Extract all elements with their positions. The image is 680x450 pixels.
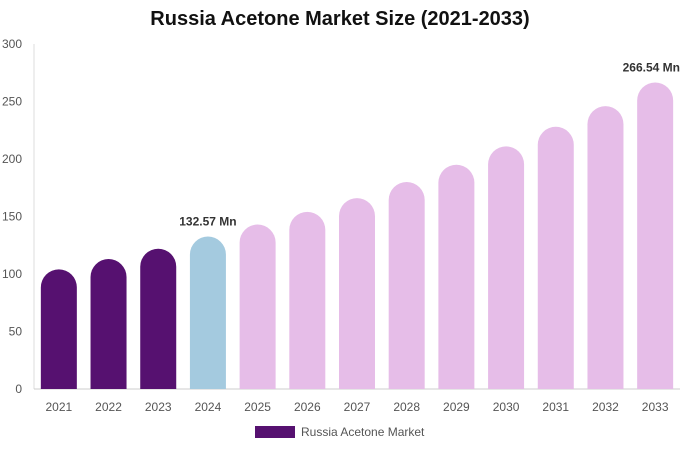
bar-2033 xyxy=(637,82,674,389)
bar-2026 xyxy=(289,211,326,389)
bar-2024 xyxy=(189,236,226,389)
bar-2030 xyxy=(488,146,525,389)
data-label-2024: 132.57 Mn xyxy=(179,215,236,229)
x-tick-label: 2021 xyxy=(45,400,72,414)
bar-2029 xyxy=(438,164,475,389)
legend-label: Russia Acetone Market xyxy=(301,425,425,439)
x-tick-label: 2030 xyxy=(493,400,520,414)
chart-title: Russia Acetone Market Size (2021-2033) xyxy=(150,8,530,30)
x-tick-label: 2024 xyxy=(195,400,222,414)
bar-2031 xyxy=(537,126,574,389)
bar-2023 xyxy=(140,248,177,389)
y-tick-label: 250 xyxy=(2,95,22,109)
y-tick-label: 150 xyxy=(2,210,22,224)
x-tick-label: 2029 xyxy=(443,400,470,414)
y-tick-label: 100 xyxy=(2,267,22,281)
legend[interactable]: Russia Acetone Market xyxy=(255,425,424,439)
bar-2027 xyxy=(339,198,375,389)
bar-chart: 0 50 100 150 200 250 300 2021 2022 2023 2024 2025 20… xyxy=(2,37,680,414)
x-tick-label: 2028 xyxy=(393,400,420,414)
x-tick-label: 2023 xyxy=(145,400,172,414)
y-tick-label: 50 xyxy=(9,325,23,339)
y-tick-label: 0 xyxy=(15,382,22,396)
x-tick-label: 2032 xyxy=(592,400,619,414)
x-tick-label: 2033 xyxy=(642,400,669,414)
bar-2028 xyxy=(388,182,425,389)
x-tick-label: 2026 xyxy=(294,400,321,414)
bar-2025 xyxy=(239,224,276,389)
bar-2021 xyxy=(40,269,77,389)
bar-2022 xyxy=(90,259,127,389)
data-label-2033: 266.54 Mn xyxy=(623,60,680,74)
x-tick-label: 2022 xyxy=(95,400,122,414)
x-tick-label: 2025 xyxy=(244,400,271,414)
y-tick-label: 200 xyxy=(2,152,22,166)
x-tick-label: 2031 xyxy=(542,400,569,414)
y-tick-label: 300 xyxy=(2,37,22,51)
bar-2032 xyxy=(587,106,624,389)
legend-swatch xyxy=(255,426,295,438)
x-tick-label: 2027 xyxy=(344,400,371,414)
